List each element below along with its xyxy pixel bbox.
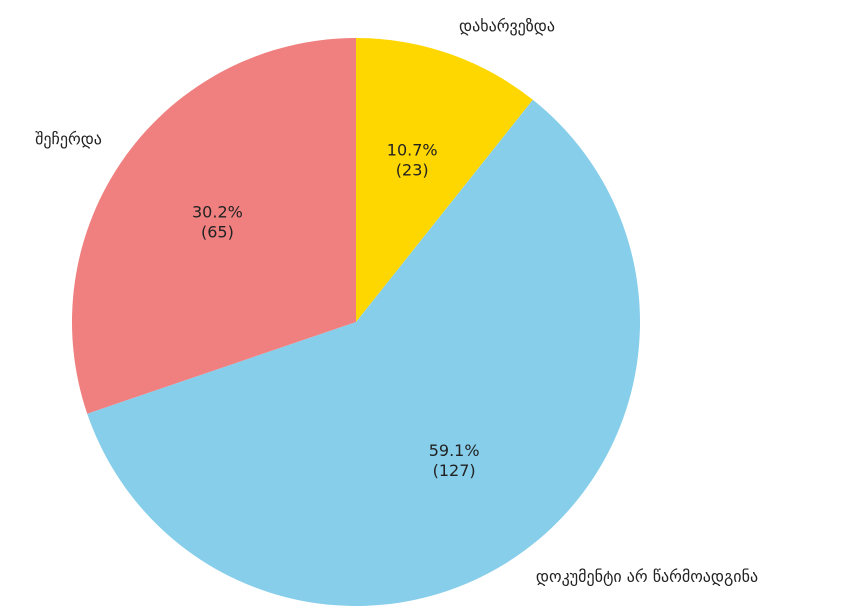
percent-label: 59.1% (429, 441, 480, 460)
slice-label: დახარვეზდა (459, 17, 555, 36)
pie-slice (72, 38, 356, 414)
percent-label: 30.2% (192, 202, 243, 221)
percent-label: 10.7% (387, 141, 438, 160)
value-label: (65) (201, 222, 234, 241)
value-label: (127) (433, 461, 476, 480)
pie-slice (356, 38, 533, 322)
slice-label: შეჩერდა (35, 130, 102, 149)
pie-slice (87, 99, 640, 606)
value-label: (23) (396, 161, 429, 180)
slice-label: დოკუმენტი არ წარმოადგინა (536, 567, 758, 586)
